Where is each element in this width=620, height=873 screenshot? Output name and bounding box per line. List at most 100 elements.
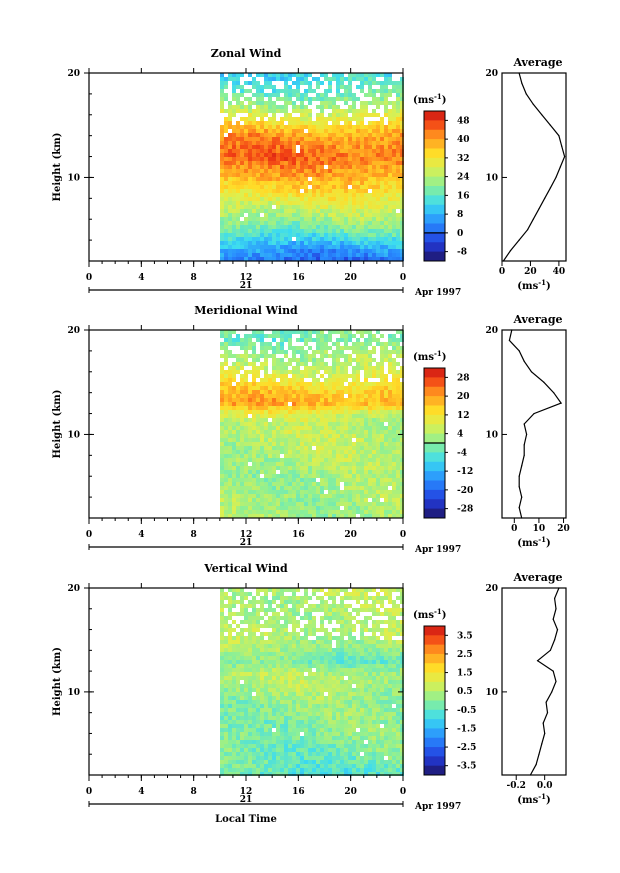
heatmap-cell	[224, 141, 228, 145]
heatmap-cell	[324, 173, 328, 177]
heatmap-cell	[292, 506, 296, 510]
heatmap-cell	[372, 338, 376, 342]
heatmap-cell	[396, 612, 400, 616]
heatmap-cell	[260, 334, 264, 338]
heatmap-cell	[280, 217, 284, 221]
heatmap-cell	[224, 233, 228, 237]
heatmap-cell	[384, 402, 388, 406]
heatmap-cell	[312, 157, 316, 161]
heatmap-cell	[224, 442, 228, 446]
profile-point	[559, 166, 561, 168]
heatmap-cell	[364, 205, 368, 209]
heatmap-cell	[392, 628, 396, 632]
heatmap-cell	[392, 474, 396, 478]
heatmap-cell	[304, 612, 308, 616]
heatmap-cell	[332, 253, 336, 257]
heatmap-cell	[312, 229, 316, 233]
heatmap-cell	[372, 510, 376, 514]
heatmap-cell	[244, 358, 248, 362]
heatmap-cell	[312, 648, 316, 652]
heatmap-cell	[240, 398, 244, 402]
heatmap-cell	[252, 390, 256, 394]
heatmap-cell	[360, 486, 364, 490]
heatmap-cell	[316, 346, 320, 350]
heatmap-cell	[332, 77, 336, 81]
heatmap-cell	[384, 113, 388, 117]
heatmap-cell	[256, 113, 260, 117]
heatmap-cell	[396, 486, 400, 490]
heatmap-cell	[288, 406, 292, 410]
heatmap-cell	[220, 209, 224, 213]
heatmap-cell	[240, 596, 244, 600]
heatmap-cell	[360, 121, 364, 125]
heatmap-cell	[248, 201, 252, 205]
heatmap-cell	[240, 109, 244, 113]
heatmap-cell	[304, 458, 308, 462]
heatmap-cell	[328, 193, 332, 197]
heatmap-cell	[372, 660, 376, 664]
heatmap-cell	[272, 358, 276, 362]
heatmap-cell	[340, 648, 344, 652]
heatmap-cell	[284, 434, 288, 438]
heatmap-cell	[252, 386, 256, 390]
heatmap-cell	[360, 426, 364, 430]
heatmap-cell	[400, 197, 404, 201]
heatmap-cell	[320, 137, 324, 141]
heatmap-cell	[220, 85, 224, 89]
heatmap-cell	[244, 450, 248, 454]
heatmap-cell	[360, 458, 364, 462]
heatmap-cell	[316, 628, 320, 632]
heatmap-cell	[388, 197, 392, 201]
heatmap-cell	[228, 173, 232, 177]
heatmap-cell	[344, 608, 348, 612]
profile-line	[502, 72, 566, 262]
heatmap-cell	[364, 354, 368, 358]
heatmap-cell	[304, 382, 308, 386]
heatmap-cell	[400, 506, 404, 510]
heatmap-cell	[252, 466, 256, 470]
heatmap-cell	[292, 241, 296, 245]
x-tick-label: 8	[191, 530, 197, 540]
heatmap-cell	[224, 490, 228, 494]
heatmap-cell	[388, 394, 392, 398]
heatmap-cell	[340, 414, 344, 418]
heatmap-cell	[304, 73, 308, 77]
heatmap-cell	[324, 454, 328, 458]
profile-point	[561, 145, 563, 147]
heatmap-cell	[324, 233, 328, 237]
profile-point	[518, 72, 520, 74]
heatmap-cell	[308, 386, 312, 390]
heatmap-cell	[268, 498, 272, 502]
heatmap-cell	[248, 81, 252, 85]
heatmap-cell	[328, 434, 332, 438]
heatmap-cell	[288, 177, 292, 181]
heatmap-cell	[372, 474, 376, 478]
heatmap-cell	[384, 73, 388, 77]
heatmap-cell	[276, 366, 280, 370]
heatmap-cell	[384, 608, 388, 612]
heatmap-cell	[260, 616, 264, 620]
heatmap-cell	[336, 350, 340, 354]
heatmap-cell	[400, 346, 404, 350]
heatmap-cell	[324, 133, 328, 137]
heatmap-cell	[272, 89, 276, 93]
heatmap-cell	[360, 498, 364, 502]
heatmap-cell	[312, 620, 316, 624]
heatmap-cell	[308, 410, 312, 414]
heatmap-cell	[236, 406, 240, 410]
heatmap-cell	[288, 596, 292, 600]
profile-x-tick-label: 20	[524, 267, 537, 277]
heatmap-cell	[336, 470, 340, 474]
heatmap-cell	[332, 616, 336, 620]
heatmap-cell	[368, 205, 372, 209]
heatmap-cell	[260, 205, 264, 209]
heatmap-cell	[272, 221, 276, 225]
heatmap-cell	[248, 149, 252, 153]
heatmap-cell	[388, 588, 392, 592]
heatmap-cell	[276, 434, 280, 438]
heatmap-cell	[248, 514, 252, 518]
heatmap-cell	[320, 498, 324, 502]
heatmap-cell	[240, 117, 244, 121]
heatmap-cell	[308, 161, 312, 165]
heatmap-cell	[344, 478, 348, 482]
